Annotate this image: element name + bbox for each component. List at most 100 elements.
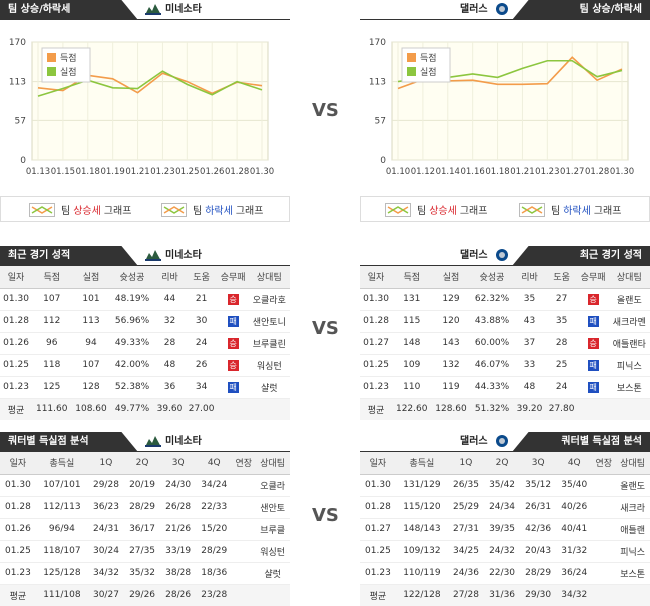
average-cell: 34/32 [556, 584, 593, 606]
table-cell: 28/29 [196, 540, 233, 563]
table-cell: 143 [431, 332, 471, 355]
table-cell: 115 [392, 310, 432, 333]
table-row: 01.27 148 143 60.00% 37 28 승 애틀랜타 [360, 332, 650, 355]
y-tick-label: 57 [375, 116, 386, 126]
table-cell: 01.23 [360, 562, 396, 585]
table-cell: 96 [32, 332, 72, 355]
average-cell [608, 398, 650, 420]
average-cell: 39.60 [153, 398, 186, 420]
recent-games-table: 일자 득점 실점 슛성공 리바 도움 승무패 상대팀 01.30 131 129 62.32% 35 27… [360, 266, 650, 420]
table-cell: 브루클린 [248, 332, 290, 355]
table-cell: 26/28 [160, 496, 197, 519]
average-cell: 29/30 [520, 584, 557, 606]
table-cell: 01.30 [360, 288, 393, 311]
column-header: 승무패 [577, 266, 609, 289]
table-cell: 24/36 [447, 562, 484, 585]
team-name-right: 댈러스 [460, 250, 488, 261]
table-cell: 26/31 [520, 496, 557, 519]
average-cell: 122.60 [392, 398, 432, 420]
legend-label: 실점 [420, 66, 437, 78]
table-cell: 01.28 [0, 496, 36, 519]
table-row: 01.25 118 107 42.00% 48 26 승 워싱턴 [0, 354, 290, 377]
table-cell: 33/19 [160, 540, 197, 563]
table-cell: 패 [577, 310, 609, 333]
recent-table-right: 일자 득점 실점 슛성공 리바 도움 승무패 상대팀 01.30 131 129 62.32% 35 27… [360, 266, 650, 420]
quarter-table-right: 일자 총득실 1Q 2Q 3Q 4Q 연장 상대팀 01.30 131/129 26/35 35/42… [360, 452, 650, 606]
table-cell: 109 [392, 354, 432, 377]
minnesota-logo-icon [145, 4, 161, 15]
column-header: 총득실 [395, 452, 448, 475]
table-cell: 131 [392, 288, 432, 311]
x-tick-label: 01.26 [200, 167, 224, 177]
table-cell: 애틀랜 [615, 518, 650, 541]
table-cell: 28 [153, 332, 186, 355]
x-tick-label: 01.23 [535, 167, 559, 177]
table-cell: 35 [545, 310, 578, 333]
average-cell: 평균 [0, 584, 36, 606]
table-cell: 올랜도 [615, 474, 650, 497]
column-header: 도움 [185, 266, 218, 289]
table-row: 01.23 110/119 24/36 22/30 28/29 36/24 보스톤 [360, 562, 650, 585]
column-header: 상대팀 [255, 452, 290, 475]
x-tick-label: 01.16 [460, 167, 484, 177]
average-cell [255, 584, 290, 606]
table-cell: 125 [32, 376, 72, 399]
table-cell: 36/17 [124, 518, 161, 541]
table-cell: 112 [32, 310, 72, 333]
table-cell: 31/32 [556, 540, 593, 563]
x-tick-label: 01.23 [150, 167, 174, 177]
team-name-left: 미네소타 [165, 436, 202, 447]
table-cell: 올랜도 [608, 288, 650, 311]
table-cell: 36/23 [87, 496, 124, 519]
table-cell: 119 [431, 376, 471, 399]
legend-label: 득점 [420, 52, 437, 64]
table-cell: 27/35 [124, 540, 161, 563]
column-header: 2Q [484, 452, 521, 475]
table-cell: 01.30 [0, 474, 36, 497]
x-tick-label: 01.18 [485, 167, 509, 177]
legend-prefix: 팀 [61, 206, 71, 217]
average-cell: 평균 [0, 398, 33, 420]
table-cell: 49.33% [110, 332, 154, 355]
legend-swatch [407, 53, 416, 62]
table-row: 01.30 131/129 26/35 35/42 35/12 35/40 올랜도 [360, 474, 650, 497]
table-cell: 승 [217, 288, 249, 311]
average-cell: 111.60 [32, 398, 72, 420]
win-badge: 승 [227, 359, 239, 371]
table-cell: 44.33% [470, 376, 514, 399]
table-cell: 21/26 [160, 518, 197, 541]
table-row: 01.25 109/132 34/25 24/32 20/43 31/32 피닉스 [360, 540, 650, 563]
table-cell: 39/35 [484, 518, 521, 541]
quarter-header-right: 댈러스 쿼터별 득실점 분석 [360, 432, 650, 452]
table-cell: 패 [217, 310, 249, 333]
table-cell [232, 540, 256, 563]
win-badge: 승 [587, 337, 599, 349]
x-tick-label: 01.15 [51, 167, 75, 177]
recent-header-left: 최근 경기 성적 미네소타 [0, 246, 290, 266]
legend-down-word: 하락세 [205, 206, 233, 217]
legend-up-word: 상승세 [429, 206, 457, 217]
x-tick-label: 01.28 [225, 167, 249, 177]
table-cell: 43 [513, 310, 546, 333]
table-cell: 20/19 [124, 474, 161, 497]
table-cell: 125/128 [35, 562, 88, 585]
column-header: 일자 [0, 452, 36, 475]
legend-prefix: 팀 [193, 206, 203, 217]
table-cell: 01.28 [360, 310, 393, 333]
loss-badge: 패 [227, 381, 239, 393]
table-row: 01.28 115 120 43.88% 43 35 패 새크라멘 [360, 310, 650, 333]
table-cell: 129 [431, 288, 471, 311]
table-cell: 01.25 [0, 354, 33, 377]
average-cell: 29/26 [124, 584, 161, 606]
table-cell: 27 [545, 288, 578, 311]
table-cell: 110/119 [395, 562, 448, 585]
table-cell: 118/107 [35, 540, 88, 563]
table-cell: 52.38% [110, 376, 154, 399]
table-cell: 118 [32, 354, 72, 377]
column-header: 일자 [360, 266, 393, 289]
average-row: 평균 122.60 128.60 51.32% 39.20 27.80 [360, 398, 650, 420]
table-cell: 107 [32, 288, 72, 311]
table-row: 01.28 112 113 56.96% 32 30 패 샌안토니 [0, 310, 290, 333]
win-badge: 승 [227, 337, 239, 349]
trend-header-right: 댈러스 팀 상승/하락세 [360, 0, 650, 20]
